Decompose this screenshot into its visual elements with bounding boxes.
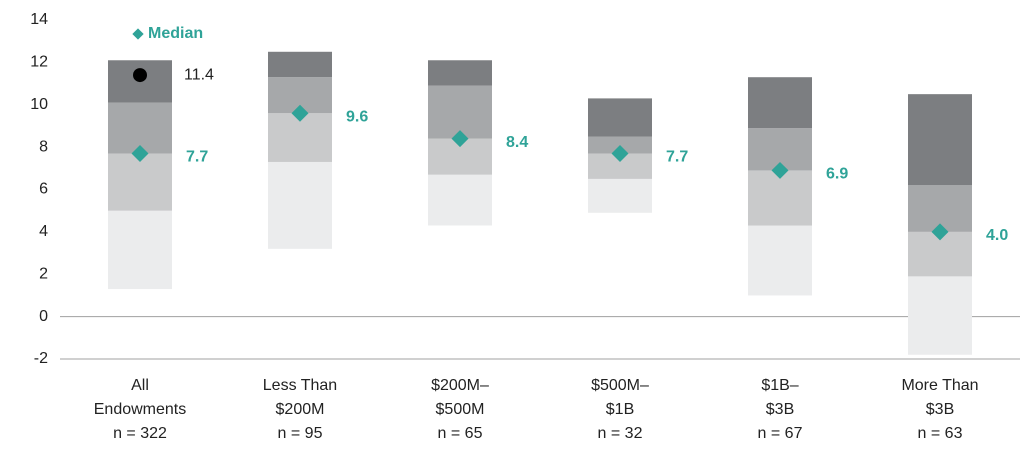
median-label: 9.6	[346, 108, 368, 125]
x-tick-label: All	[131, 377, 149, 394]
bar-segment	[268, 161, 332, 249]
y-tick-label: 2	[39, 265, 48, 282]
x-tick-label: n = 95	[278, 425, 323, 442]
bar-segment	[428, 174, 492, 226]
median-label: 7.7	[666, 149, 688, 166]
bar-segment	[748, 170, 812, 226]
legend-marker	[132, 28, 144, 40]
x-tick-label: Endowments	[94, 401, 187, 418]
highlight-label: 11.4	[184, 66, 214, 83]
bar-segment	[588, 98, 652, 137]
bar-segment	[748, 225, 812, 296]
bar-segment	[108, 210, 172, 290]
x-tick-label: $1B–	[761, 377, 798, 394]
x-tick-label: $200M	[276, 401, 325, 418]
x-tick-label: n = 63	[918, 425, 963, 442]
median-marker	[291, 104, 309, 122]
y-tick-label: 0	[39, 308, 48, 325]
median-label: 4.0	[986, 227, 1008, 244]
bar-segment	[908, 276, 972, 355]
x-tick-label: $1B	[606, 401, 634, 418]
y-tick-label: 8	[39, 138, 48, 155]
x-tick-label: $500M	[436, 401, 485, 418]
median-label: 8.4	[506, 134, 528, 151]
x-tick-label: n = 65	[438, 425, 483, 442]
x-tick-label: n = 32	[598, 425, 643, 442]
bar-segment	[428, 85, 492, 139]
x-tick-label: Less Than	[263, 377, 337, 394]
y-tick-label: 4	[39, 223, 48, 240]
y-tick-label: 12	[30, 54, 48, 71]
x-tick-label: $500M–	[591, 377, 649, 394]
y-tick-label: 6	[39, 181, 48, 198]
bar-segment	[108, 153, 172, 211]
y-tick-label: -2	[34, 350, 48, 367]
y-tick-label: 14	[30, 11, 48, 28]
median-marker	[931, 223, 949, 241]
bar-segment	[748, 77, 812, 129]
bar-segment	[268, 51, 332, 78]
x-tick-label: $3B	[766, 401, 794, 418]
bar-segment	[428, 60, 492, 86]
x-tick-label: n = 67	[758, 425, 803, 442]
y-tick-label: 10	[30, 96, 48, 113]
median-marker	[611, 144, 629, 162]
x-tick-label: $200M–	[431, 377, 489, 394]
x-tick-label: $3B	[926, 401, 954, 418]
bar-segment	[588, 178, 652, 213]
highlight-point	[133, 68, 147, 83]
median-marker	[771, 161, 789, 179]
median-label: 6.9	[826, 166, 848, 183]
median-marker	[451, 130, 469, 148]
median-label: 7.7	[186, 149, 208, 166]
x-tick-label: n = 322	[113, 425, 167, 442]
x-tick-label: More Than	[901, 377, 978, 394]
median-marker	[131, 144, 149, 162]
legend-label: Median	[148, 25, 203, 42]
bar-segment	[908, 94, 972, 186]
